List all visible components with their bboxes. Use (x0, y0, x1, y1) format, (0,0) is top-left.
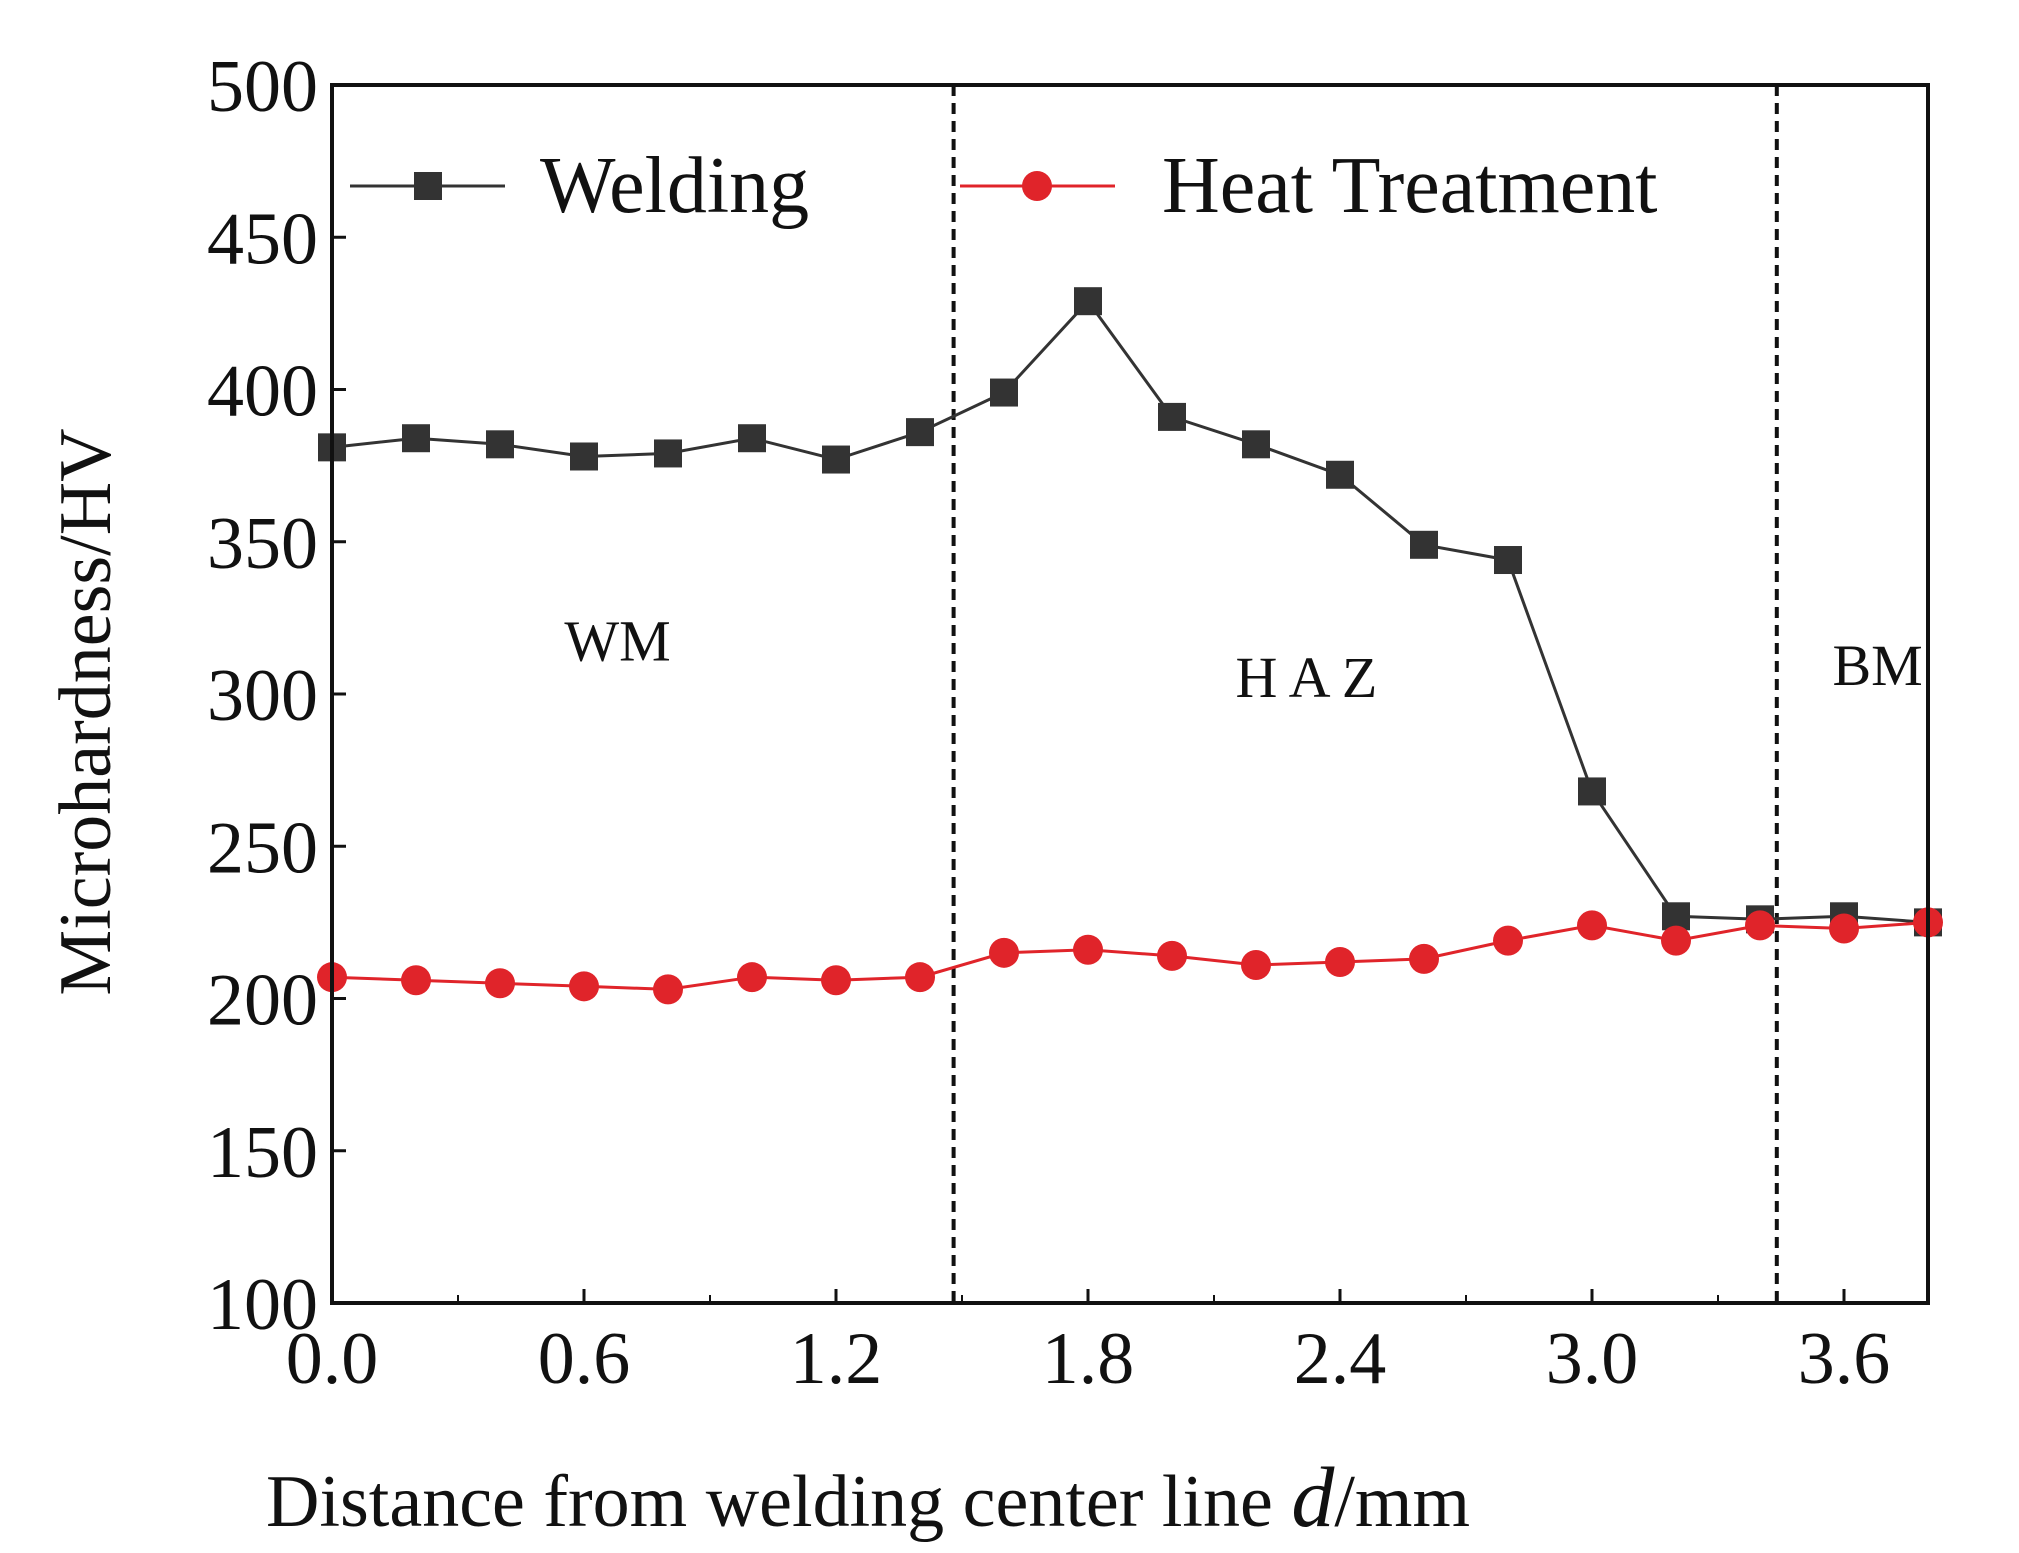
legend-label-heat-treatment: Heat Treatment (1162, 142, 1657, 230)
welding-data-point (1494, 546, 1522, 575)
heat-treatment-data-point (1409, 943, 1439, 974)
x-tick-label: 3.0 (1546, 1318, 1639, 1400)
axes: 100 150 200 250 300 350 400 450 500 0.0 0.6 1.2 1.8 2… (207, 46, 1930, 1400)
x-tick-label: 1.8 (1042, 1318, 1135, 1400)
welding-data-point (486, 430, 514, 459)
welding-data-point (906, 418, 934, 447)
x-tick-label: 1.2 (790, 1318, 883, 1400)
welding-data-point (990, 378, 1018, 407)
heat-treatment-data-point (1325, 946, 1355, 977)
heat-treatment-data-point (1241, 950, 1271, 981)
heat-treatment-data-point (1157, 940, 1187, 971)
x-tick-label: 0.0 (286, 1318, 379, 1400)
x-axis-title-text: Distance from welding center line (266, 1461, 1291, 1543)
welding-data-point (822, 445, 850, 474)
heat-treatment-data-point (1073, 934, 1103, 965)
heat-treatment-data-point (905, 962, 935, 993)
welding-data-point (1242, 430, 1270, 459)
welding-data-point (1578, 777, 1606, 806)
region-label-bm: BM (1832, 633, 1922, 698)
x-tick-label: 2.4 (1294, 1318, 1387, 1400)
heat-treatment-data-point (1661, 925, 1691, 956)
y-tick-label: 400 (207, 351, 318, 433)
x-axis-title: Distance from welding center line d/mm (266, 1449, 1470, 1545)
legend-marker-welding (414, 172, 442, 200)
welding-data-point (570, 442, 598, 471)
y-tick-label: 300 (207, 655, 318, 737)
x-axis-title-unit: /mm (1334, 1461, 1470, 1543)
region-boundaries (951, 85, 1779, 1303)
welding-data-point (402, 424, 430, 453)
region-labels: WM H A Z BM (564, 609, 1922, 711)
legend: Welding Heat Treatment (350, 142, 1657, 230)
heat-treatment-data-point (653, 974, 683, 1005)
region-label-wm: WM (564, 609, 670, 674)
heat-treatment-data-point (737, 962, 767, 993)
y-tick-label: 500 (207, 46, 318, 128)
y-tick-label: 250 (207, 807, 318, 889)
y-tick-label: 450 (207, 198, 318, 280)
x-tick-label: 0.6 (538, 1318, 631, 1400)
welding-data-point (654, 439, 682, 468)
data-series (317, 287, 1943, 1005)
heat-treatment-data-point (401, 965, 431, 996)
legend-marker-heat-treatment (1022, 171, 1052, 201)
welding-data-point (738, 424, 766, 453)
welding-data-point (1326, 460, 1354, 489)
y-axis-title: Microhardness/HV (45, 428, 127, 995)
x-tick-label: 3.6 (1798, 1318, 1891, 1400)
y-tick-label: 100 (207, 1264, 318, 1346)
y-tick-label: 150 (207, 1112, 318, 1194)
heat-treatment-data-point (1829, 913, 1859, 944)
heat-treatment-data-point (1577, 910, 1607, 941)
x-axis-title-variable: d (1291, 1449, 1335, 1545)
region-label-haz: H A Z (1235, 645, 1377, 710)
welding-data-point (1662, 902, 1690, 931)
heat-treatment-data-point (485, 968, 515, 999)
heat-treatment-data-point (821, 965, 851, 996)
y-tick-label: 350 (207, 503, 318, 585)
heat-treatment-data-point (1745, 910, 1775, 941)
welding-data-point (1074, 287, 1102, 316)
heat-treatment-data-point (1493, 925, 1523, 956)
heat-treatment-data-point (569, 971, 599, 1002)
welding-data-point (1410, 530, 1438, 559)
y-tick-label: 200 (207, 960, 318, 1042)
legend-label-welding: Welding (540, 142, 809, 230)
heat-treatment-data-point (989, 937, 1019, 968)
welding-data-point (1158, 402, 1186, 431)
